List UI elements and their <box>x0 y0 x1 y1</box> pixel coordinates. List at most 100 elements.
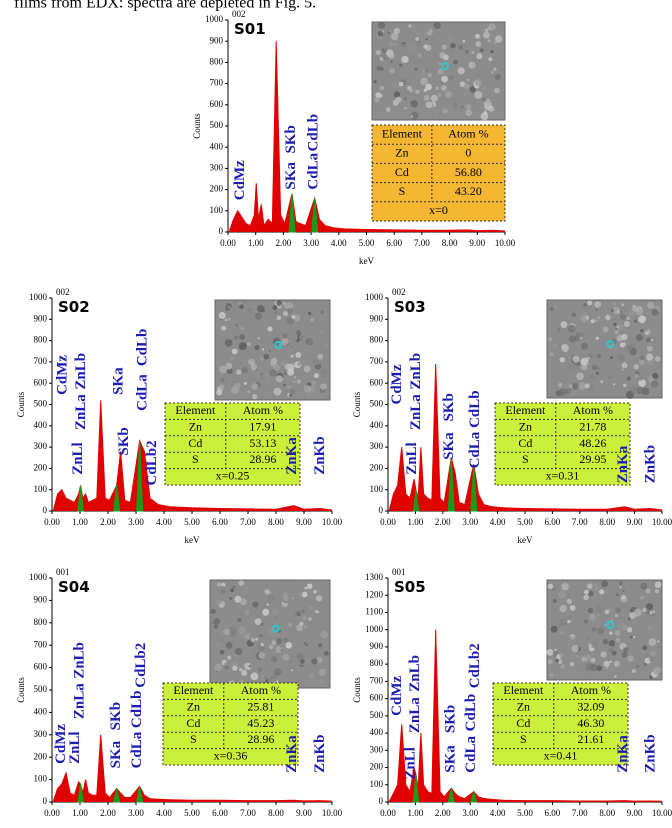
sem-grain <box>600 380 604 383</box>
sem-grain <box>646 329 651 333</box>
peak-label: ZnKb <box>312 436 328 474</box>
sem-grain <box>271 608 279 616</box>
sem-grain <box>621 333 628 341</box>
sem-grain <box>414 67 418 71</box>
sem-grain <box>297 613 301 616</box>
sem-grain <box>595 309 598 312</box>
sem-grain <box>252 601 259 608</box>
sem-grain <box>218 311 226 320</box>
sem-grain <box>287 307 293 314</box>
sem-grain <box>613 302 617 306</box>
y-tick-label: 800 <box>370 335 384 345</box>
sem-grain <box>566 598 572 604</box>
sem-grain <box>268 644 274 650</box>
sem-grain <box>443 54 449 61</box>
sem-grain <box>283 372 287 375</box>
sem-grain <box>269 369 277 377</box>
table-header: Element <box>505 403 546 417</box>
sem-grain <box>274 311 277 314</box>
y-tick-label: 700 <box>34 639 48 649</box>
y-axis-label: Counts <box>16 391 26 417</box>
sem-grain <box>614 675 617 678</box>
sem-grain <box>595 336 599 340</box>
sem-grain <box>437 92 442 97</box>
sem-grain <box>307 311 312 316</box>
x-tick-label: 0.00 <box>44 808 60 818</box>
sem-grain <box>622 342 627 347</box>
sem-grain <box>558 382 563 388</box>
sem-grain <box>415 89 420 94</box>
sem-grain <box>234 647 243 656</box>
sem-grain <box>638 379 646 387</box>
y-tick-label: 1000 <box>205 14 224 24</box>
sem-grain <box>409 88 414 93</box>
sem-grain <box>254 372 261 379</box>
sem-grain <box>640 595 645 600</box>
sem-grain <box>639 355 645 360</box>
sem-grain <box>653 666 661 675</box>
peak-label: CdLa <box>467 431 483 468</box>
sem-grain <box>651 612 656 617</box>
sem-grain <box>239 334 246 340</box>
sem-grain <box>296 624 304 632</box>
peak-label: ZnKa <box>284 735 300 773</box>
y-tick-label: 1000 <box>365 624 384 634</box>
sem-grain <box>238 302 242 305</box>
sem-grain <box>615 327 618 330</box>
y-tick-label: 900 <box>370 313 384 323</box>
sem-grain <box>631 669 636 674</box>
x-tick-label: 3.00 <box>462 808 478 818</box>
sem-grain <box>615 593 619 597</box>
sem-grain <box>619 586 622 589</box>
sem-grain <box>555 389 562 397</box>
sem-grain <box>558 591 567 599</box>
sem-grain <box>601 580 609 588</box>
table-cell: Zn <box>517 699 530 713</box>
sem-grain <box>547 337 553 342</box>
sem-grain <box>589 373 595 380</box>
x-tick-label: 2.00 <box>100 808 116 818</box>
sem-grain <box>616 310 620 314</box>
sem-grain <box>432 109 441 117</box>
x-tick-label: 6.00 <box>545 808 561 818</box>
sem-grain <box>260 622 264 626</box>
sem-grain <box>582 641 585 644</box>
sem-grain <box>232 585 236 589</box>
table-header: Atom % <box>573 403 613 417</box>
sem-grain <box>378 93 383 98</box>
sem-grain <box>596 353 602 359</box>
table-cell: Cd <box>395 165 409 179</box>
table-cell: S <box>192 452 199 466</box>
sem-grain <box>243 662 252 671</box>
sem-grain <box>403 97 407 100</box>
sem-grain <box>560 664 565 669</box>
sem-grain <box>488 105 495 112</box>
table-bg <box>492 682 629 766</box>
sem-grain <box>408 56 414 61</box>
sem-marker <box>274 341 283 349</box>
sem-grain <box>587 607 594 614</box>
sem-grain <box>234 595 242 603</box>
sem-grain <box>288 623 292 627</box>
sem-grain <box>282 596 289 602</box>
sem-grain <box>284 304 289 309</box>
sem-marker <box>441 62 450 71</box>
sem-grain <box>648 638 657 646</box>
peak-label: ZnLa <box>73 394 89 430</box>
sem-grain <box>305 637 314 646</box>
sem-grain <box>235 324 238 327</box>
peak-label: CdLb <box>467 390 483 428</box>
sem-grain <box>595 605 603 613</box>
sem-grain <box>645 588 651 594</box>
sem-grain <box>605 666 609 670</box>
y-tick-label: 400 <box>34 420 48 430</box>
sem-grain <box>646 337 652 343</box>
peak-label: ZnKa <box>284 437 300 475</box>
peak-label: SKb <box>283 125 299 153</box>
sem-grain <box>493 41 497 45</box>
y-axis-label: Counts <box>352 677 362 703</box>
sem-grain <box>311 658 318 665</box>
sem-grain <box>627 327 630 330</box>
sem-grain <box>633 635 636 639</box>
table-cell: 56.80 <box>455 165 482 179</box>
